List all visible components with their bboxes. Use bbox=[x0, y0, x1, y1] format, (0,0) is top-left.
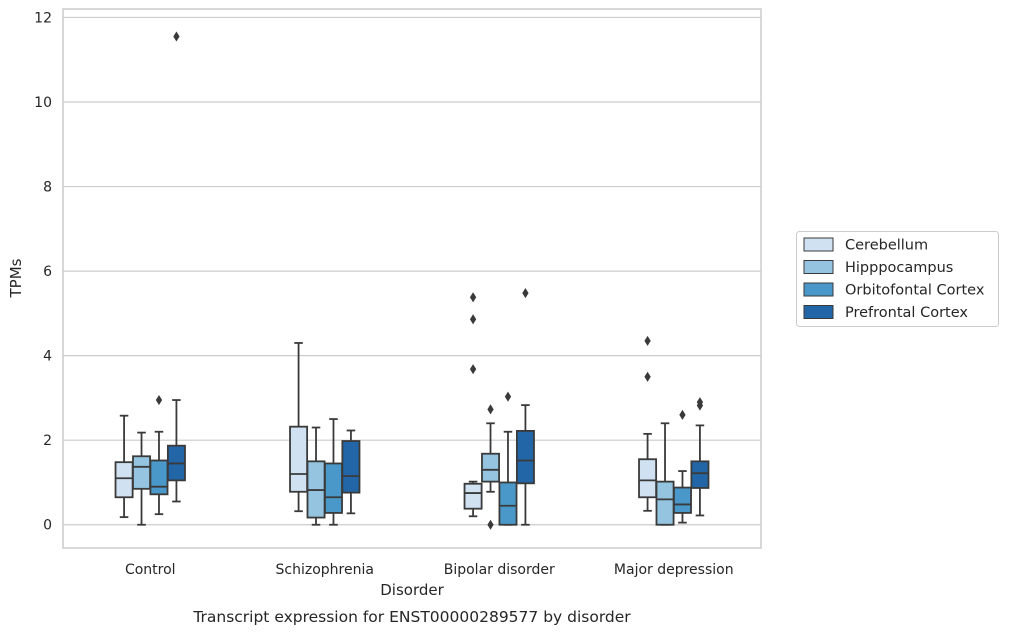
legend-swatch bbox=[803, 260, 834, 274]
box-plot bbox=[341, 429, 361, 515]
legend-swatch bbox=[803, 237, 834, 252]
y-tick-label: 8 bbox=[43, 180, 52, 196]
box-plot bbox=[463, 292, 483, 518]
outlier-point bbox=[522, 288, 529, 299]
box-body bbox=[289, 425, 309, 493]
box-body bbox=[515, 429, 535, 485]
y-axis-ticks: 0 2 4 6 8 10 12 bbox=[34, 10, 52, 533]
outlier-point bbox=[469, 292, 477, 303]
y-tick-label: 4 bbox=[43, 349, 52, 365]
box-plot bbox=[149, 394, 169, 516]
box-plot bbox=[638, 335, 658, 512]
legend-items: Cerebellum Hipppocampus Orbitofontal Corte… bbox=[803, 237, 985, 321]
box-body bbox=[498, 481, 518, 526]
series-hipppocampus bbox=[132, 404, 675, 530]
outlier-point bbox=[155, 394, 163, 406]
x-axis-label: Disorder bbox=[380, 581, 444, 599]
box-body bbox=[132, 455, 151, 490]
legend-item: Cerebellum bbox=[803, 237, 928, 254]
outlier-point bbox=[644, 335, 651, 346]
box-plot bbox=[166, 31, 186, 503]
outlier-point bbox=[173, 31, 180, 42]
legend-item: Prefrontal Cortex bbox=[803, 305, 968, 321]
box-body bbox=[690, 460, 710, 489]
legend-item: Orbitofontal Cortex bbox=[803, 282, 985, 299]
outlier-point bbox=[487, 404, 494, 415]
outlier-point bbox=[504, 391, 512, 402]
box-series bbox=[114, 31, 710, 530]
legend-label: Hipppocampus bbox=[845, 260, 953, 276]
y-tick-label: 0 bbox=[43, 518, 52, 534]
y-tick-label: 2 bbox=[43, 433, 52, 449]
box-plot bbox=[324, 418, 343, 526]
box-plot bbox=[306, 426, 326, 526]
box-plot bbox=[289, 342, 309, 513]
outlier-point bbox=[469, 314, 477, 325]
outlier-point bbox=[469, 364, 477, 375]
outlier-point bbox=[679, 409, 686, 420]
box-plot bbox=[673, 409, 692, 524]
legend-label: Orbitofontal Cortex bbox=[845, 283, 985, 299]
box-body bbox=[149, 459, 169, 496]
box-plot bbox=[498, 391, 518, 526]
x-tick-label: Schizophrenia bbox=[276, 562, 374, 578]
outlier-point bbox=[696, 397, 704, 408]
x-tick-label: Major depression bbox=[614, 562, 734, 578]
y-tick-label: 10 bbox=[34, 95, 52, 111]
box-body bbox=[481, 452, 500, 483]
box-body bbox=[114, 461, 134, 499]
box-plot bbox=[655, 422, 675, 526]
x-tick-label: Control bbox=[125, 562, 176, 578]
legend-swatch bbox=[803, 282, 834, 297]
y-tick-label: 6 bbox=[43, 264, 52, 280]
plot-area-frame bbox=[62, 8, 762, 549]
legend-label: Prefrontal Cortex bbox=[845, 305, 968, 321]
x-axis-ticks: Control Schizophrenia Bipolar disorder Majo… bbox=[125, 562, 734, 578]
box-plot bbox=[114, 414, 134, 519]
legend-swatch bbox=[803, 305, 834, 319]
y-tick-label: 12 bbox=[34, 10, 52, 26]
legend-item: Hipppocampus bbox=[803, 260, 953, 276]
outlier-point bbox=[487, 519, 494, 530]
box-body bbox=[638, 458, 658, 499]
box-body bbox=[673, 486, 692, 514]
box-plot bbox=[515, 288, 535, 526]
box-body bbox=[341, 440, 361, 494]
legend: Cerebellum Hipppocampus Orbitofontal Corte… bbox=[796, 231, 999, 327]
box-plot bbox=[481, 404, 500, 530]
box-body bbox=[655, 480, 675, 526]
box-body bbox=[324, 462, 343, 514]
box-plot bbox=[690, 397, 710, 517]
y-axis-label: TPMs bbox=[7, 258, 25, 298]
box-body bbox=[463, 482, 483, 510]
box-plot bbox=[132, 431, 151, 526]
series-orbitofontal-cortex bbox=[149, 391, 692, 526]
series-cerebellum bbox=[114, 292, 658, 519]
legend-frame bbox=[796, 231, 999, 327]
chart-caption: Transcript expression for ENST0000028957… bbox=[192, 608, 631, 626]
outlier-point bbox=[644, 371, 651, 382]
x-tick-label: Bipolar disorder bbox=[444, 562, 555, 578]
grid-lines bbox=[63, 16, 761, 526]
legend-label: Cerebellum bbox=[845, 238, 928, 254]
series-prefrontal-cortex bbox=[166, 31, 710, 526]
